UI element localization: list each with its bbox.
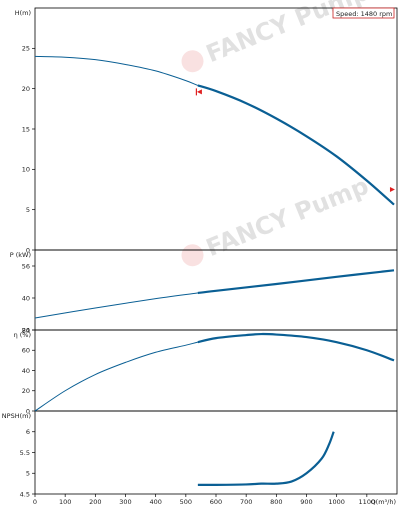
panel-frame-efficiency bbox=[34, 329, 398, 412]
curve-efficiency bbox=[34, 333, 395, 412]
operating-range-start-marker bbox=[195, 88, 202, 96]
y-tick-label-npsh: 5 bbox=[26, 470, 30, 478]
watermark-text: FANCY Pump bbox=[202, 172, 372, 263]
y-axis-title-head: H(m) bbox=[15, 9, 31, 17]
y-tick-label-npsh: 4.5 bbox=[20, 490, 30, 498]
y-axis-title-efficiency: η (%) bbox=[14, 331, 31, 339]
legend-speed-label: Speed: 1480 rpm bbox=[336, 10, 392, 18]
y-tick-label-head: 15 bbox=[22, 125, 30, 133]
x-tick-label: 400 bbox=[149, 498, 161, 506]
legend: Speed: 1480 rpm bbox=[332, 7, 395, 19]
y-tick-label-head: 5 bbox=[26, 206, 30, 214]
curve-highlight-efficiency bbox=[197, 332, 395, 362]
x-tick-label: 100 bbox=[59, 498, 71, 506]
x-tick-label: 0 bbox=[33, 498, 37, 506]
y-tick-label-power: 56 bbox=[22, 262, 30, 270]
chart-frame-group bbox=[32, 7, 398, 497]
y-tick-label-efficiency: 40 bbox=[22, 367, 30, 375]
legend-box bbox=[332, 7, 395, 19]
y-tick-label-power: 24 bbox=[22, 326, 30, 334]
y-tick-label-power: 40 bbox=[22, 294, 30, 302]
x-tick-label: 800 bbox=[270, 498, 282, 506]
y-tick-label-npsh: 6 bbox=[26, 428, 30, 436]
curves-group bbox=[34, 55, 395, 487]
y-tick-label-head: 0 bbox=[26, 246, 30, 254]
y-tick-label-efficiency: 60 bbox=[22, 347, 30, 355]
x-tick-label: 1100 bbox=[359, 498, 376, 506]
panel-frame-npsh bbox=[34, 410, 398, 495]
operating-range-end-marker bbox=[389, 187, 395, 192]
x-tick-label: 700 bbox=[240, 498, 252, 506]
curve-highlight-power bbox=[197, 269, 395, 295]
curve-npsh bbox=[197, 431, 335, 486]
y-tick-label-head: 25 bbox=[22, 45, 30, 53]
watermark-logo: FANCY Pump bbox=[181, 172, 373, 267]
y-tick-label-npsh: 5.5 bbox=[20, 449, 30, 457]
y-tick-label-efficiency: 20 bbox=[22, 387, 30, 395]
x-tick-label: 900 bbox=[300, 498, 312, 506]
y-tick-label-head: 10 bbox=[22, 166, 30, 174]
x-tick-label: 1000 bbox=[328, 498, 345, 506]
y-tick-label-efficiency: 80 bbox=[22, 326, 30, 334]
y-tick-label-efficiency: 0 bbox=[26, 407, 30, 415]
curve-highlight-npsh bbox=[197, 431, 335, 487]
curve-highlight-head bbox=[197, 84, 395, 206]
x-tick-label: 200 bbox=[89, 498, 101, 506]
x-axis-title: Q(m³/h) bbox=[371, 498, 396, 506]
x-tick-label: 500 bbox=[180, 498, 192, 506]
y-axis-title-npsh: NPSH(m) bbox=[2, 412, 31, 420]
x-tick-label: 600 bbox=[210, 498, 222, 506]
y-axis-title-power: P (kW) bbox=[10, 251, 31, 259]
y-tick-label-head: 20 bbox=[22, 85, 30, 93]
x-tick-label: 300 bbox=[119, 498, 131, 506]
